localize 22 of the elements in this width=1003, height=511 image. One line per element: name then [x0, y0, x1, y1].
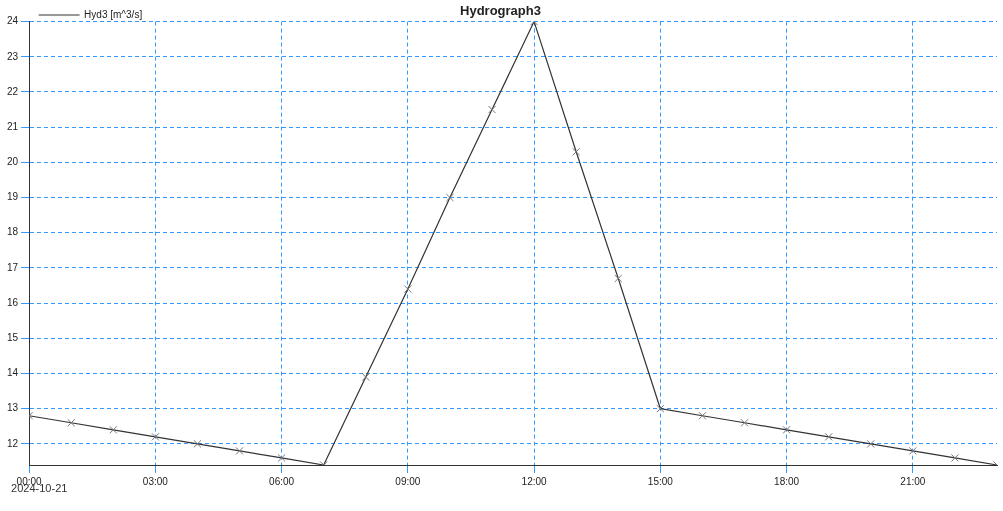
y-tick-label: 17: [7, 261, 19, 273]
x-tick-label: 06:00: [269, 475, 295, 487]
y-tick-label: 22: [7, 85, 19, 97]
chart-title: Hydrograph3: [460, 3, 541, 19]
y-tick-label: 15: [7, 332, 19, 344]
y-tick-label: 19: [7, 191, 19, 203]
y-tick-label: 24: [7, 15, 19, 27]
y-tick-label: 14: [7, 367, 19, 379]
x-tick-label: 15:00: [647, 475, 674, 487]
x-tick-label: 18:00: [774, 475, 800, 487]
legend-label: Hyd3 [m^3/s]: [84, 8, 143, 20]
y-tick-label: 13: [7, 402, 19, 414]
y-tick-label: 23: [7, 50, 19, 62]
x-tick-label: 03:00: [142, 475, 169, 487]
y-tick-label: 16: [7, 296, 19, 308]
y-tick-label: 12: [7, 437, 19, 449]
y-tick-label: 21: [7, 120, 19, 132]
y-tick-label: 18: [7, 226, 19, 238]
x-tick-label: 09:00: [395, 475, 421, 487]
x-tick-label: 12:00: [521, 475, 548, 487]
y-tick-label: 20: [7, 156, 19, 168]
x-tick-label: 21:00: [900, 475, 926, 487]
